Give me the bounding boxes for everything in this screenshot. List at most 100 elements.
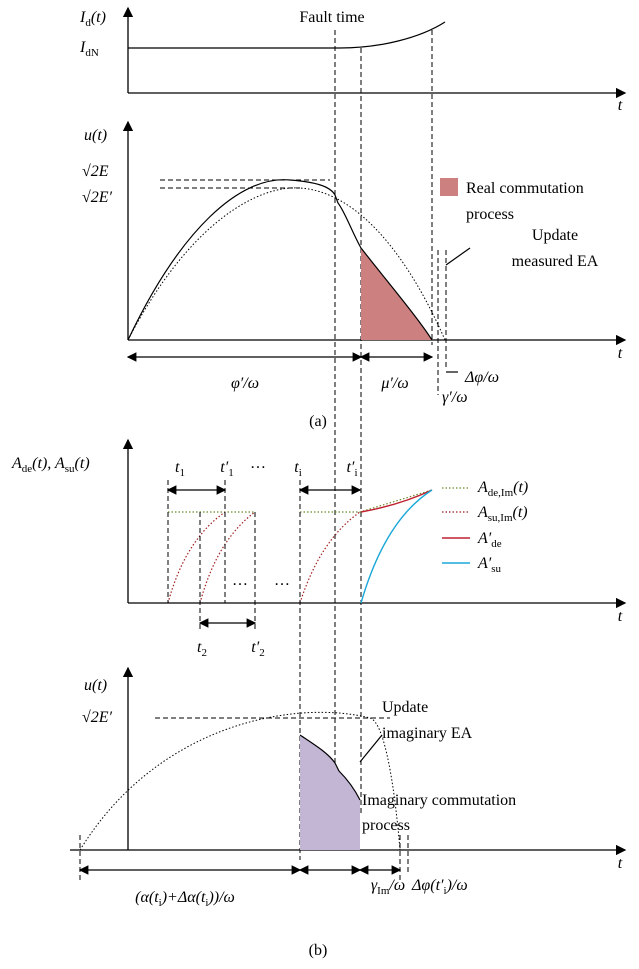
label: Ade,Im(t) bbox=[477, 479, 528, 499]
label-text: √2E′ bbox=[82, 189, 113, 206]
de-curve bbox=[168, 489, 433, 513]
subscript: de,Im bbox=[488, 487, 514, 499]
subscript: i bbox=[205, 897, 208, 909]
label-text: )/ω bbox=[446, 877, 468, 894]
label-text: t bbox=[197, 639, 202, 656]
label-text: (α(t bbox=[135, 889, 159, 906]
label-text: A bbox=[477, 479, 488, 496]
label: ti bbox=[294, 459, 302, 479]
label-text: Δφ/ω bbox=[464, 369, 499, 386]
label: process bbox=[362, 817, 410, 834]
label-text: A′ bbox=[477, 555, 492, 572]
subscript: de bbox=[22, 463, 33, 475]
label-text: t bbox=[175, 459, 180, 476]
label-text: … bbox=[232, 572, 248, 589]
subscript: su bbox=[65, 463, 75, 475]
shaded-area bbox=[300, 735, 360, 850]
subscript: dN bbox=[85, 47, 99, 59]
label-text: Fault time bbox=[299, 9, 364, 26]
label: t1 bbox=[175, 459, 185, 479]
subscript: 1 bbox=[179, 467, 185, 479]
label: Fault time bbox=[299, 9, 364, 26]
label-text: γ′/ω bbox=[442, 389, 468, 406]
subscript: i bbox=[159, 897, 162, 909]
label-text: /ω bbox=[388, 877, 405, 894]
label-text: Imaginary commutation bbox=[362, 792, 516, 809]
label: (b) bbox=[309, 942, 328, 959]
label: Real commutation bbox=[466, 180, 584, 197]
label: t bbox=[618, 345, 623, 362]
label: A′de bbox=[477, 530, 502, 550]
label: u(t) bbox=[84, 677, 107, 694]
label-text: (t) bbox=[91, 9, 106, 26]
label-text: (b) bbox=[309, 942, 328, 959]
label-text: Δφ(t′ bbox=[411, 877, 444, 894]
label-text: (t) bbox=[75, 455, 90, 472]
subscript: su bbox=[491, 563, 501, 575]
label-text: (t) bbox=[513, 504, 528, 521]
label: Δφ(t′i)/ω bbox=[411, 877, 468, 897]
pointer bbox=[445, 247, 471, 266]
label: t bbox=[618, 97, 623, 114]
label: imaginary EA bbox=[382, 725, 473, 742]
label-text: t bbox=[618, 855, 623, 872]
label: u(t) bbox=[84, 127, 107, 144]
pointer bbox=[359, 734, 383, 763]
legend-swatch bbox=[440, 178, 458, 196]
label-text: t bbox=[294, 459, 299, 476]
label: t′i bbox=[346, 459, 357, 479]
label-text: measured EA bbox=[512, 253, 599, 270]
label-text: I bbox=[79, 9, 86, 26]
label-text: I bbox=[79, 39, 86, 56]
label-text: A′ bbox=[477, 530, 492, 547]
label-text: t bbox=[618, 345, 623, 362]
label-text: )+Δα(t bbox=[161, 889, 206, 906]
label-text: μ′/ω bbox=[380, 375, 408, 392]
subscript: 1 bbox=[228, 467, 234, 479]
label: γ′/ω bbox=[442, 389, 468, 406]
label: Δφ/ω bbox=[464, 369, 499, 386]
label: IdN bbox=[79, 39, 99, 59]
label-text: Update bbox=[532, 227, 578, 244]
label: t′1 bbox=[220, 459, 233, 479]
label-text: ))/ω bbox=[207, 889, 234, 906]
subscript: 2 bbox=[201, 647, 207, 659]
label-text: imaginary EA bbox=[382, 725, 473, 742]
label-text: φ′/ω bbox=[231, 375, 259, 392]
label-text: t bbox=[618, 608, 623, 625]
su-real bbox=[360, 489, 433, 604]
label: … bbox=[274, 572, 290, 589]
label-text: t′ bbox=[346, 459, 354, 476]
label: Ade(t), Asu(t) bbox=[11, 455, 90, 475]
label: measured EA bbox=[512, 253, 599, 270]
label-text: √2E′ bbox=[82, 709, 113, 726]
label-text: (t), A bbox=[32, 455, 65, 472]
label: √2E bbox=[82, 163, 109, 180]
label-text: t bbox=[618, 97, 623, 114]
label: t bbox=[618, 608, 623, 625]
label: (α(ti)+Δα(ti))/ω bbox=[135, 889, 235, 909]
label-text: … bbox=[250, 455, 266, 472]
label: Id(t) bbox=[79, 9, 106, 29]
label: t2 bbox=[197, 639, 207, 659]
label: … bbox=[232, 572, 248, 589]
subscript: i bbox=[299, 467, 302, 479]
subscript: Im bbox=[377, 885, 390, 897]
label: φ′/ω bbox=[231, 375, 259, 392]
voltage-curve bbox=[299, 734, 361, 801]
subscript: i bbox=[444, 885, 447, 897]
subscript: de bbox=[491, 538, 502, 550]
label-text: t′ bbox=[251, 639, 259, 656]
legend-swatch bbox=[335, 790, 353, 808]
subscript: 2 bbox=[259, 647, 265, 659]
label: √2E′ bbox=[82, 709, 113, 726]
subscript: su,Im bbox=[488, 512, 513, 524]
label: … bbox=[250, 455, 266, 472]
label: Update bbox=[532, 227, 578, 244]
label: t′2 bbox=[251, 639, 264, 659]
label-text: A bbox=[11, 455, 22, 472]
label: Update bbox=[382, 699, 428, 716]
label: Imaginary commutation bbox=[362, 792, 516, 809]
